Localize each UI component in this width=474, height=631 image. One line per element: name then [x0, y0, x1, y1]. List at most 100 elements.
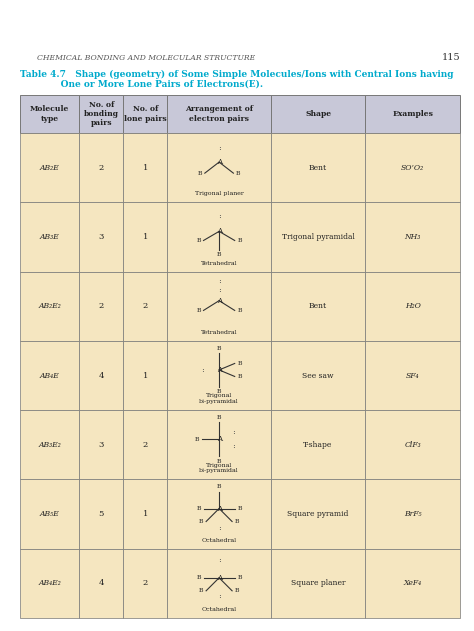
Text: :: : — [218, 212, 220, 220]
Text: Trigonal pyramidal: Trigonal pyramidal — [282, 233, 355, 241]
Bar — [20, 271, 80, 341]
Text: 1: 1 — [143, 233, 148, 241]
Text: 2: 2 — [143, 579, 148, 587]
Bar — [80, 341, 123, 410]
Text: Table 4.7   Shape (geometry) of Some Simple Molecules/Ions with Central Ions hav: Table 4.7 Shape (geometry) of Some Simpl… — [20, 69, 454, 79]
Text: SO’O₂: SO’O₂ — [401, 163, 424, 172]
Text: 2: 2 — [99, 163, 104, 172]
Text: :: : — [218, 286, 220, 294]
Text: 5: 5 — [99, 510, 104, 518]
Text: CHEMICAL BONDING AND MOLECULAR STRUCTURE: CHEMICAL BONDING AND MOLECULAR STRUCTURE — [37, 54, 255, 62]
Text: 3: 3 — [99, 233, 104, 241]
Text: Trigonal planer: Trigonal planer — [195, 191, 244, 196]
Text: A: A — [217, 505, 222, 512]
Text: 3: 3 — [99, 441, 104, 449]
Bar — [20, 480, 80, 549]
Text: 4: 4 — [99, 579, 104, 587]
Text: Trigonal
bi-pyramidal: Trigonal bi-pyramidal — [199, 463, 239, 473]
Bar — [271, 95, 365, 133]
Bar — [365, 133, 460, 203]
Text: T-shape: T-shape — [303, 441, 333, 449]
Text: :: : — [218, 524, 220, 532]
Text: 2: 2 — [143, 441, 148, 449]
Text: A: A — [217, 574, 222, 582]
Text: Shape: Shape — [305, 110, 331, 118]
Text: AB₃E: AB₃E — [40, 233, 60, 241]
Bar — [123, 271, 167, 341]
Text: AB₅E: AB₅E — [40, 510, 60, 518]
Text: A: A — [217, 366, 222, 374]
Bar — [80, 549, 123, 618]
Text: B: B — [199, 519, 203, 524]
Bar — [167, 133, 271, 203]
Text: Bent: Bent — [309, 302, 327, 310]
Bar — [20, 95, 80, 133]
Bar — [167, 480, 271, 549]
Bar — [123, 341, 167, 410]
Bar — [80, 271, 123, 341]
Text: BrF₅: BrF₅ — [404, 510, 421, 518]
Text: No. of
lone pairs: No. of lone pairs — [124, 105, 167, 122]
Text: :: : — [232, 442, 235, 451]
Text: H₂O: H₂O — [405, 302, 420, 310]
Text: B: B — [235, 519, 239, 524]
Bar — [80, 133, 123, 203]
Bar — [167, 95, 271, 133]
Bar — [271, 410, 365, 480]
Text: A: A — [217, 158, 222, 166]
Bar — [123, 133, 167, 203]
Text: AB₂E₂: AB₂E₂ — [38, 302, 61, 310]
Text: B: B — [237, 308, 242, 313]
Bar — [271, 480, 365, 549]
Bar — [271, 133, 365, 203]
Bar — [365, 341, 460, 410]
Text: Molecule
type: Molecule type — [30, 105, 69, 122]
Text: B: B — [237, 374, 242, 379]
Bar — [20, 203, 80, 271]
Bar — [365, 95, 460, 133]
Bar — [271, 549, 365, 618]
Text: Octahedral: Octahedral — [201, 607, 237, 612]
Bar — [123, 549, 167, 618]
Text: Square pyramid: Square pyramid — [287, 510, 349, 518]
Bar — [123, 410, 167, 480]
Text: B: B — [217, 415, 221, 420]
Text: A: A — [217, 297, 222, 305]
Text: :: : — [218, 144, 220, 152]
Bar — [80, 410, 123, 480]
Text: Octahedral: Octahedral — [201, 538, 237, 543]
Text: B: B — [217, 459, 221, 464]
Text: B: B — [195, 437, 200, 442]
Text: One or More Lone Pairs of Electrons(E).: One or More Lone Pairs of Electrons(E). — [20, 80, 263, 88]
Text: 1: 1 — [143, 163, 148, 172]
Bar — [167, 271, 271, 341]
Bar — [271, 271, 365, 341]
Text: AB₃E₂: AB₃E₂ — [38, 441, 61, 449]
Text: B: B — [217, 252, 221, 257]
Text: 4: 4 — [99, 372, 104, 379]
Text: :: : — [201, 366, 204, 374]
Text: B: B — [217, 484, 221, 489]
Text: B: B — [217, 389, 221, 394]
Bar — [123, 480, 167, 549]
Text: B: B — [199, 588, 203, 593]
Bar — [123, 203, 167, 271]
Bar — [20, 410, 80, 480]
Bar — [20, 341, 80, 410]
Bar — [365, 549, 460, 618]
Text: B: B — [196, 238, 201, 243]
Bar — [80, 95, 123, 133]
Text: B: B — [236, 170, 241, 175]
Text: B: B — [237, 506, 242, 511]
Text: Square planer: Square planer — [291, 579, 346, 587]
Text: A: A — [217, 435, 222, 443]
Bar — [80, 203, 123, 271]
Text: B: B — [237, 361, 242, 366]
Text: 2: 2 — [143, 302, 148, 310]
Text: B: B — [196, 308, 201, 313]
Text: 115: 115 — [441, 54, 460, 62]
Bar — [167, 341, 271, 410]
Text: 2: 2 — [99, 302, 104, 310]
Text: B: B — [198, 170, 202, 175]
Text: B: B — [237, 575, 242, 581]
